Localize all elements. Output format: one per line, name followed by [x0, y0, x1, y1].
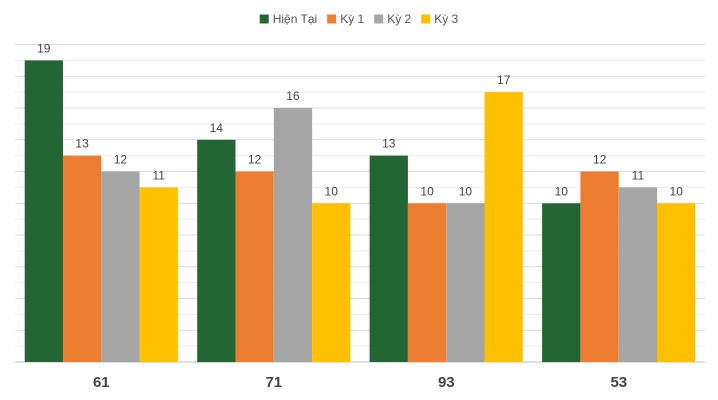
bar — [484, 92, 523, 362]
legend-item: Kỳ 1 — [327, 12, 365, 26]
legend-swatch — [259, 14, 269, 24]
data-label: 10 — [555, 184, 569, 198]
category-label: 93 — [438, 374, 455, 391]
data-label: 14 — [210, 121, 224, 135]
bar — [139, 187, 178, 362]
data-label: 11 — [632, 168, 645, 182]
legend-label: Kỳ 1 — [340, 12, 364, 26]
legend: Hiện Tại Kỳ 1 Kỳ 2 Kỳ 3 — [259, 12, 459, 26]
data-labels: 19 13 12 11 14 12 16 10 13 10 10 17 10 12 11 10 — [37, 41, 683, 198]
bar — [618, 187, 658, 362]
category-label: 61 — [93, 374, 110, 391]
bar — [657, 203, 696, 363]
bar — [407, 203, 447, 363]
bar — [580, 171, 619, 362]
data-label: 13 — [75, 137, 89, 151]
bar — [369, 155, 408, 362]
data-label: 10 — [325, 184, 339, 198]
data-label: 17 — [497, 73, 511, 87]
x-axis: 61 71 93 53 — [93, 374, 627, 391]
bar — [312, 203, 351, 363]
bar — [235, 171, 274, 362]
legend-item: Kỳ 2 — [374, 12, 412, 26]
bars — [24, 60, 696, 363]
legend-label: Kỳ 2 — [387, 12, 411, 26]
data-label: 13 — [382, 137, 396, 151]
bar — [63, 155, 102, 362]
bar — [197, 139, 236, 363]
bar — [446, 203, 485, 363]
data-label: 12 — [248, 153, 262, 167]
bar — [542, 203, 581, 363]
data-label: 19 — [37, 41, 51, 55]
data-label: 12 — [114, 153, 128, 167]
legend-label: Kỳ 3 — [434, 12, 458, 26]
legend-item: Hiện Tại — [259, 12, 317, 26]
data-label: 10 — [420, 184, 434, 198]
legend-swatch — [374, 14, 384, 24]
data-label: 10 — [459, 184, 473, 198]
category-label: 53 — [610, 374, 627, 391]
category-label: 71 — [265, 374, 282, 391]
legend-item: Kỳ 3 — [421, 12, 459, 26]
bar — [273, 108, 313, 362]
data-label: 16 — [286, 89, 300, 103]
legend-swatch — [421, 14, 431, 24]
data-label: 10 — [670, 184, 684, 198]
legend-label: Hiện Tại — [273, 12, 317, 26]
legend-swatch — [327, 14, 337, 24]
bar — [24, 60, 63, 363]
data-label: 11 — [152, 168, 165, 182]
bar — [101, 171, 140, 362]
data-label: 12 — [593, 153, 607, 167]
